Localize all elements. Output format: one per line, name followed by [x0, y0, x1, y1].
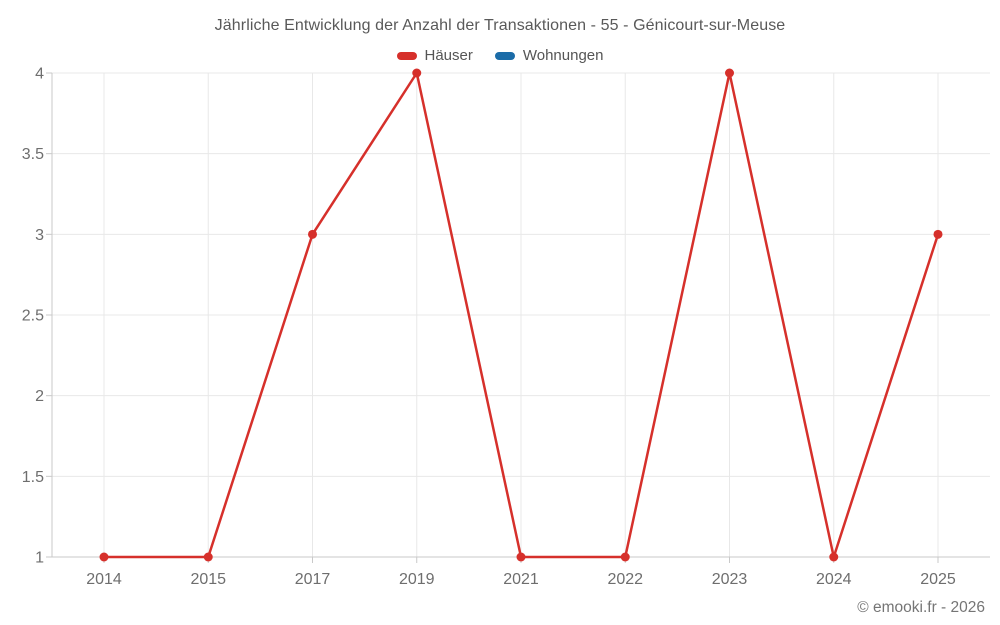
data-point-marker-hauser[interactable] — [203, 552, 213, 562]
chart-title: Jährliche Entwicklung der Anzahl der Tra… — [214, 17, 786, 34]
x-axis-tick-label: 2022 — [607, 571, 643, 588]
data-point-marker-hauser[interactable] — [620, 552, 630, 562]
chart-legend: Häuser Wohnungen — [0, 47, 1000, 64]
y-axis-tick-label: 3 — [35, 227, 44, 244]
legend-swatch-wohnungen — [494, 51, 515, 60]
y-axis-tick-label: 2 — [35, 388, 44, 405]
x-axis-tick-label: 2021 — [503, 571, 539, 588]
x-axis-tick-label: 2023 — [712, 571, 748, 588]
x-axis-tick-label: 2019 — [399, 571, 435, 588]
x-axis-tick-label: 2015 — [190, 571, 226, 588]
x-axis-tick-label: 2014 — [86, 571, 122, 588]
x-axis-tick-label: 2025 — [920, 571, 956, 588]
y-axis-tick-label: 4 — [35, 66, 44, 83]
copyright-footer: © emooki.fr - 2026 — [857, 599, 985, 616]
data-point-marker-hauser[interactable] — [516, 552, 526, 562]
data-point-marker-hauser[interactable] — [412, 68, 422, 78]
legend-swatch-hauser — [396, 51, 417, 60]
y-axis-tick-label: 1.5 — [22, 469, 44, 486]
y-axis-tick-label: 2.5 — [22, 308, 44, 325]
legend-label-hauser: Häuser — [424, 47, 473, 64]
legend-label-wohnungen: Wohnungen — [522, 47, 604, 64]
data-point-marker-hauser[interactable] — [829, 552, 839, 562]
y-axis-tick-label: 3.5 — [22, 146, 44, 163]
data-point-marker-hauser[interactable] — [308, 229, 317, 239]
data-point-marker-hauser[interactable] — [725, 68, 734, 78]
x-axis-tick-label: 2017 — [295, 571, 331, 588]
legend-item-wohnungen[interactable]: Wohnungen — [494, 47, 604, 64]
data-point-marker-hauser[interactable] — [933, 229, 943, 239]
x-axis-tick-label: 2024 — [816, 571, 852, 588]
y-axis-tick-label: 1 — [35, 550, 44, 567]
legend-item-hauser[interactable]: Häuser — [396, 47, 473, 64]
data-point-marker-hauser[interactable] — [99, 552, 109, 562]
